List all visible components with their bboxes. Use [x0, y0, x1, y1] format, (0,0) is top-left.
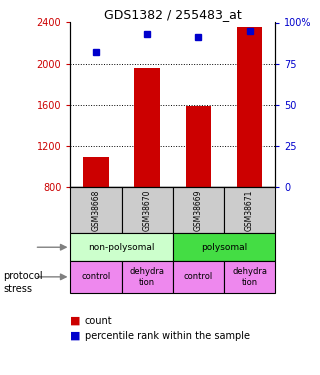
Bar — [224, 261, 275, 292]
Bar — [122, 187, 173, 233]
Text: GSM38671: GSM38671 — [245, 189, 254, 231]
Text: percentile rank within the sample: percentile rank within the sample — [85, 331, 250, 340]
Text: ■: ■ — [70, 316, 81, 326]
Bar — [224, 187, 275, 233]
Text: stress: stress — [3, 285, 32, 294]
Text: GSM38670: GSM38670 — [143, 189, 152, 231]
Text: polysomal: polysomal — [201, 243, 247, 252]
Bar — [70, 187, 122, 233]
Text: non-polysomal: non-polysomal — [88, 243, 155, 252]
Text: control: control — [81, 272, 111, 281]
Text: ■: ■ — [70, 331, 81, 340]
Bar — [83, 157, 109, 187]
Text: dehydra
tion: dehydra tion — [232, 267, 267, 286]
Bar — [173, 261, 224, 292]
Bar — [173, 187, 224, 233]
Bar — [134, 68, 160, 187]
Bar — [122, 261, 173, 292]
Bar — [186, 106, 211, 187]
Text: protocol: protocol — [3, 271, 43, 280]
Text: GSM38669: GSM38669 — [194, 189, 203, 231]
Bar — [70, 233, 173, 261]
Bar — [237, 27, 262, 187]
Title: GDS1382 / 255483_at: GDS1382 / 255483_at — [104, 8, 242, 21]
Bar — [173, 233, 275, 261]
Text: GSM38668: GSM38668 — [92, 189, 100, 231]
Text: count: count — [85, 316, 112, 326]
Text: control: control — [184, 272, 213, 281]
Text: dehydra
tion: dehydra tion — [130, 267, 165, 286]
Bar — [70, 261, 122, 292]
